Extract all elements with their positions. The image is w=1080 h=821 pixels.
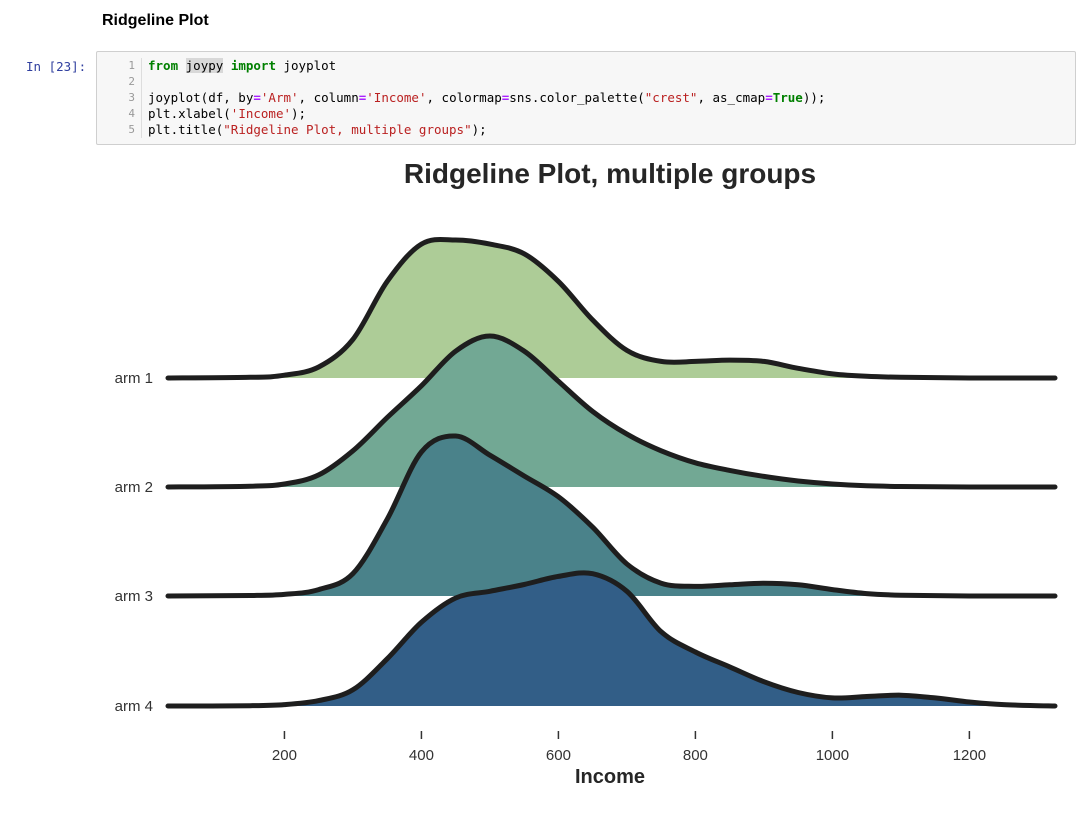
line-number: 1 — [128, 59, 135, 72]
ridge-label-arm-3: arm 3 — [115, 588, 153, 605]
code-token: joyplot(df, by — [148, 90, 254, 105]
code-line: plt.title("Ridgeline Plot, multiple grou… — [148, 122, 825, 138]
code-token: "Ridgeline Plot, multiple groups" — [223, 122, 472, 137]
ridge-area-arm-4 — [168, 572, 1055, 706]
code-token: ); — [471, 122, 487, 137]
code-token: = — [765, 90, 773, 105]
line-number: 5 — [128, 123, 135, 136]
code-line: from joypy import joyplot — [148, 58, 825, 74]
code-token: plt.title( — [148, 122, 224, 137]
code-token: True — [772, 90, 803, 105]
code-token: 'Income' — [230, 106, 292, 121]
ridges: arm 1 arm 2 arm 3 arm 4 — [115, 236, 1058, 715]
code-token: sns.color_palette( — [509, 90, 645, 105]
code-token: , column — [298, 90, 359, 105]
x-tick-label: 600 — [546, 747, 571, 764]
line-number: 3 — [128, 91, 135, 104]
code-token: , colormap — [426, 90, 502, 105]
code-token: , as_cmap — [697, 90, 766, 105]
x-axis: 200 400 600 800 1000 1200 — [272, 731, 986, 764]
section-title: Ridgeline Plot — [102, 12, 209, 29]
ridge-area-arm-3 — [168, 435, 1055, 597]
ridge-outline-arm-4 — [165, 570, 1058, 709]
ridge-outline-arm-1 — [165, 236, 1058, 381]
code-cell[interactable]: 1 2 3 4 5 from joypy import joyplot joyplot(d… — [96, 51, 1076, 145]
code-token: from — [148, 58, 179, 73]
code-token: plt.xlabel( — [148, 106, 231, 121]
code-token: 'Income' — [366, 90, 427, 105]
ridge-area-arm-2 — [168, 336, 1055, 488]
ridge-label-arm-4: arm 4 — [115, 698, 153, 715]
ridge-outline-arm-2 — [165, 333, 1058, 490]
code-line: joyplot(df, by='Arm', column='Income', c… — [148, 90, 825, 106]
code-token: = — [253, 90, 261, 105]
code-token: import — [230, 58, 276, 73]
code-token: )); — [802, 90, 826, 105]
x-tick-label: 800 — [683, 747, 708, 764]
ridge-label-arm-2: arm 2 — [115, 479, 153, 496]
ridge-label-arm-1: arm 1 — [115, 370, 153, 387]
x-tick-label: 200 — [272, 747, 297, 764]
x-tick-label: 400 — [409, 747, 434, 764]
line-number: 4 — [128, 107, 135, 120]
code-token: ); — [291, 106, 307, 121]
line-number: 2 — [128, 75, 135, 88]
line-number-gutter: 1 2 3 4 5 — [97, 58, 141, 138]
code-token: joyplot — [275, 58, 337, 73]
x-tick-label: 1000 — [816, 747, 849, 764]
ridge-area-arm-1 — [168, 239, 1055, 379]
code-token: = — [501, 90, 510, 105]
code-token: = — [358, 90, 367, 105]
x-tick-label: 1200 — [953, 747, 986, 764]
code-editor[interactable]: from joypy import joyplot joyplot(df, by=… — [141, 58, 825, 138]
code-token: joypy — [185, 58, 224, 73]
x-axis-label: Income — [575, 766, 645, 788]
ridge-outline-arm-3 — [165, 433, 1058, 599]
code-token: "crest" — [644, 90, 698, 105]
code-line: plt.xlabel('Income'); — [148, 106, 825, 122]
cell-prompt: In [23]: — [26, 59, 87, 74]
code-token: 'Arm' — [260, 90, 299, 105]
chart-title: Ridgeline Plot, multiple groups — [404, 158, 816, 189]
